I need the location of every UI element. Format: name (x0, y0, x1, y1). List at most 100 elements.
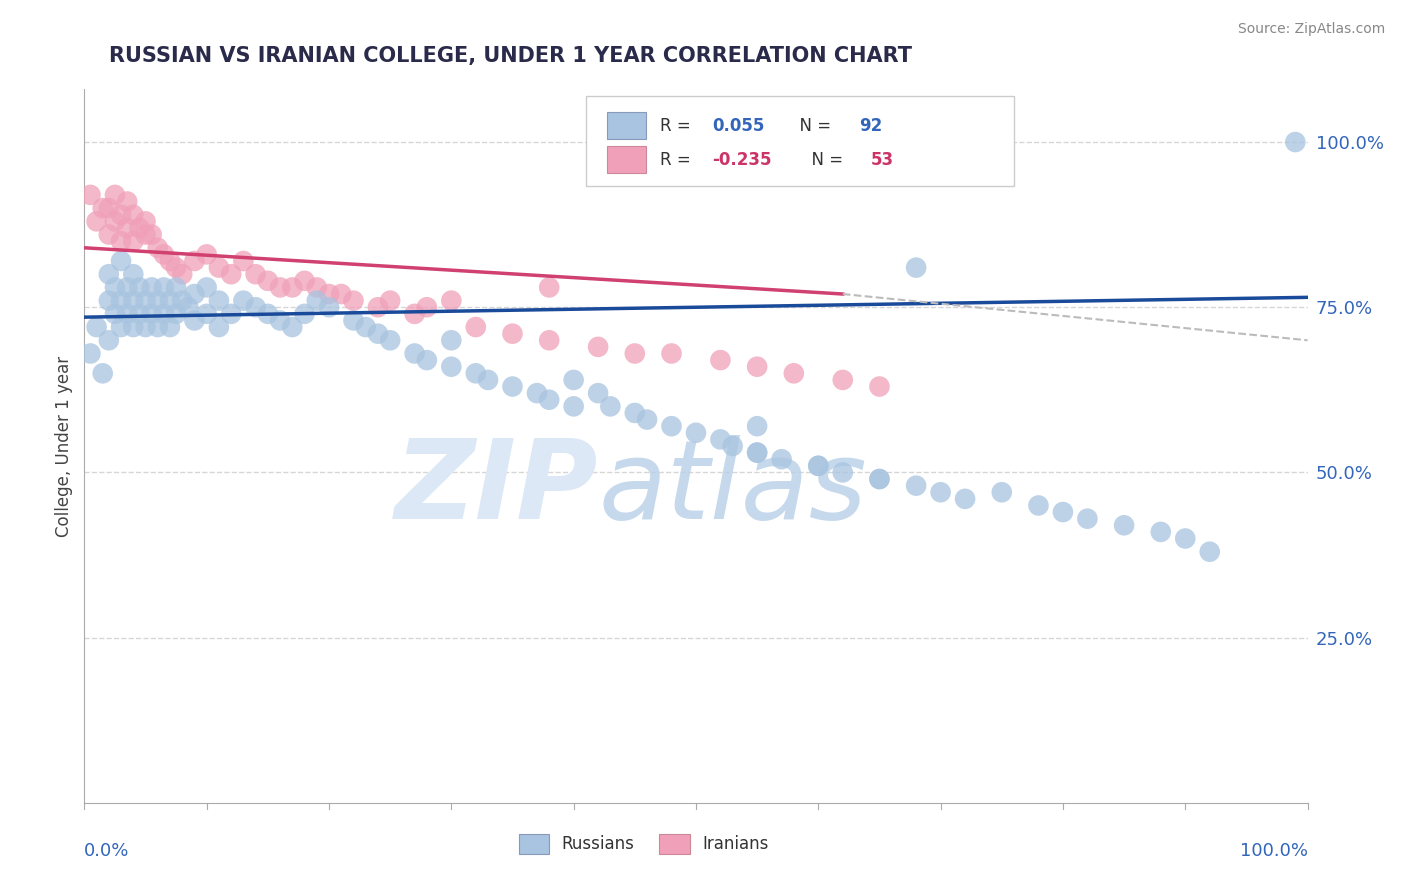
Point (104, 280, 127, 294)
Point (416, 353, 439, 368)
Point (128, 221, 150, 235)
Point (464, 367, 486, 381)
Point (104, 214, 127, 228)
Point (122, 208, 145, 222)
FancyBboxPatch shape (606, 112, 645, 139)
Text: 0.0%: 0.0% (84, 842, 129, 860)
Point (538, 392, 561, 407)
Point (115, 307, 138, 321)
Point (257, 274, 280, 288)
Point (783, 367, 806, 381)
Point (807, 458, 830, 473)
Text: 92: 92 (859, 117, 882, 135)
Point (232, 293, 254, 308)
Point (97, 201, 120, 215)
Point (141, 280, 163, 294)
Point (208, 293, 231, 308)
Point (122, 293, 145, 308)
Point (1114, 518, 1136, 533)
Point (104, 188, 127, 202)
Point (281, 280, 304, 294)
Point (135, 320, 157, 334)
Point (721, 439, 744, 453)
Point (183, 287, 205, 301)
Point (172, 293, 194, 308)
Point (586, 386, 609, 401)
Point (153, 280, 176, 294)
Text: Source: ZipAtlas.com: Source: ZipAtlas.com (1237, 22, 1385, 37)
Point (991, 485, 1014, 500)
Point (526, 386, 548, 401)
Point (165, 307, 187, 321)
Point (195, 247, 218, 261)
Point (869, 472, 891, 486)
Point (294, 274, 316, 288)
Point (219, 267, 242, 281)
Point (905, 478, 928, 492)
Point (146, 320, 169, 334)
Point (342, 313, 364, 327)
Point (440, 359, 463, 374)
Point (115, 194, 138, 209)
Point (135, 227, 157, 242)
Point (905, 260, 928, 275)
Text: ZIP: ZIP (395, 435, 598, 542)
Point (232, 254, 254, 268)
Point (318, 300, 340, 314)
Point (953, 491, 976, 506)
Point (831, 373, 853, 387)
Point (1198, 545, 1220, 559)
Text: RUSSIAN VS IRANIAN COLLEGE, UNDER 1 YEAR CORRELATION CHART: RUSSIAN VS IRANIAN COLLEGE, UNDER 1 YEAR… (108, 46, 912, 66)
Point (110, 234, 132, 248)
Point (661, 346, 683, 360)
Point (477, 373, 499, 387)
FancyBboxPatch shape (586, 96, 1014, 186)
Point (869, 472, 891, 486)
Point (153, 307, 176, 321)
Point (305, 293, 328, 308)
Point (367, 300, 389, 314)
Point (599, 400, 621, 414)
Point (929, 485, 952, 500)
Text: 0.055: 0.055 (711, 117, 765, 135)
Point (208, 260, 231, 275)
Point (354, 320, 377, 334)
Text: R =: R = (661, 151, 696, 169)
Text: R =: R = (661, 117, 696, 135)
Point (464, 320, 486, 334)
Point (1028, 499, 1050, 513)
Point (172, 267, 194, 281)
Text: atlas: atlas (598, 435, 866, 542)
Point (165, 280, 187, 294)
Text: N =: N = (801, 151, 849, 169)
Point (624, 346, 647, 360)
Point (747, 359, 769, 374)
Point (91, 367, 114, 381)
Point (538, 333, 561, 347)
Point (269, 313, 291, 327)
Point (1052, 505, 1074, 519)
Point (586, 340, 609, 354)
Point (281, 320, 304, 334)
Point (367, 326, 389, 341)
Point (110, 293, 132, 308)
Point (269, 280, 291, 294)
Point (562, 373, 585, 387)
Point (1150, 524, 1173, 539)
Point (128, 307, 150, 321)
Point (128, 280, 150, 294)
Point (1076, 511, 1098, 525)
Point (122, 320, 145, 334)
Point (208, 320, 231, 334)
Point (97, 293, 120, 308)
Point (330, 287, 353, 301)
Point (502, 379, 524, 393)
Text: -0.235: -0.235 (711, 151, 772, 169)
Point (79, 188, 101, 202)
Point (380, 293, 402, 308)
Point (97, 333, 120, 347)
Point (636, 412, 658, 426)
Point (79, 346, 101, 360)
Point (685, 425, 707, 440)
Y-axis label: College, Under 1 year: College, Under 1 year (55, 355, 73, 537)
